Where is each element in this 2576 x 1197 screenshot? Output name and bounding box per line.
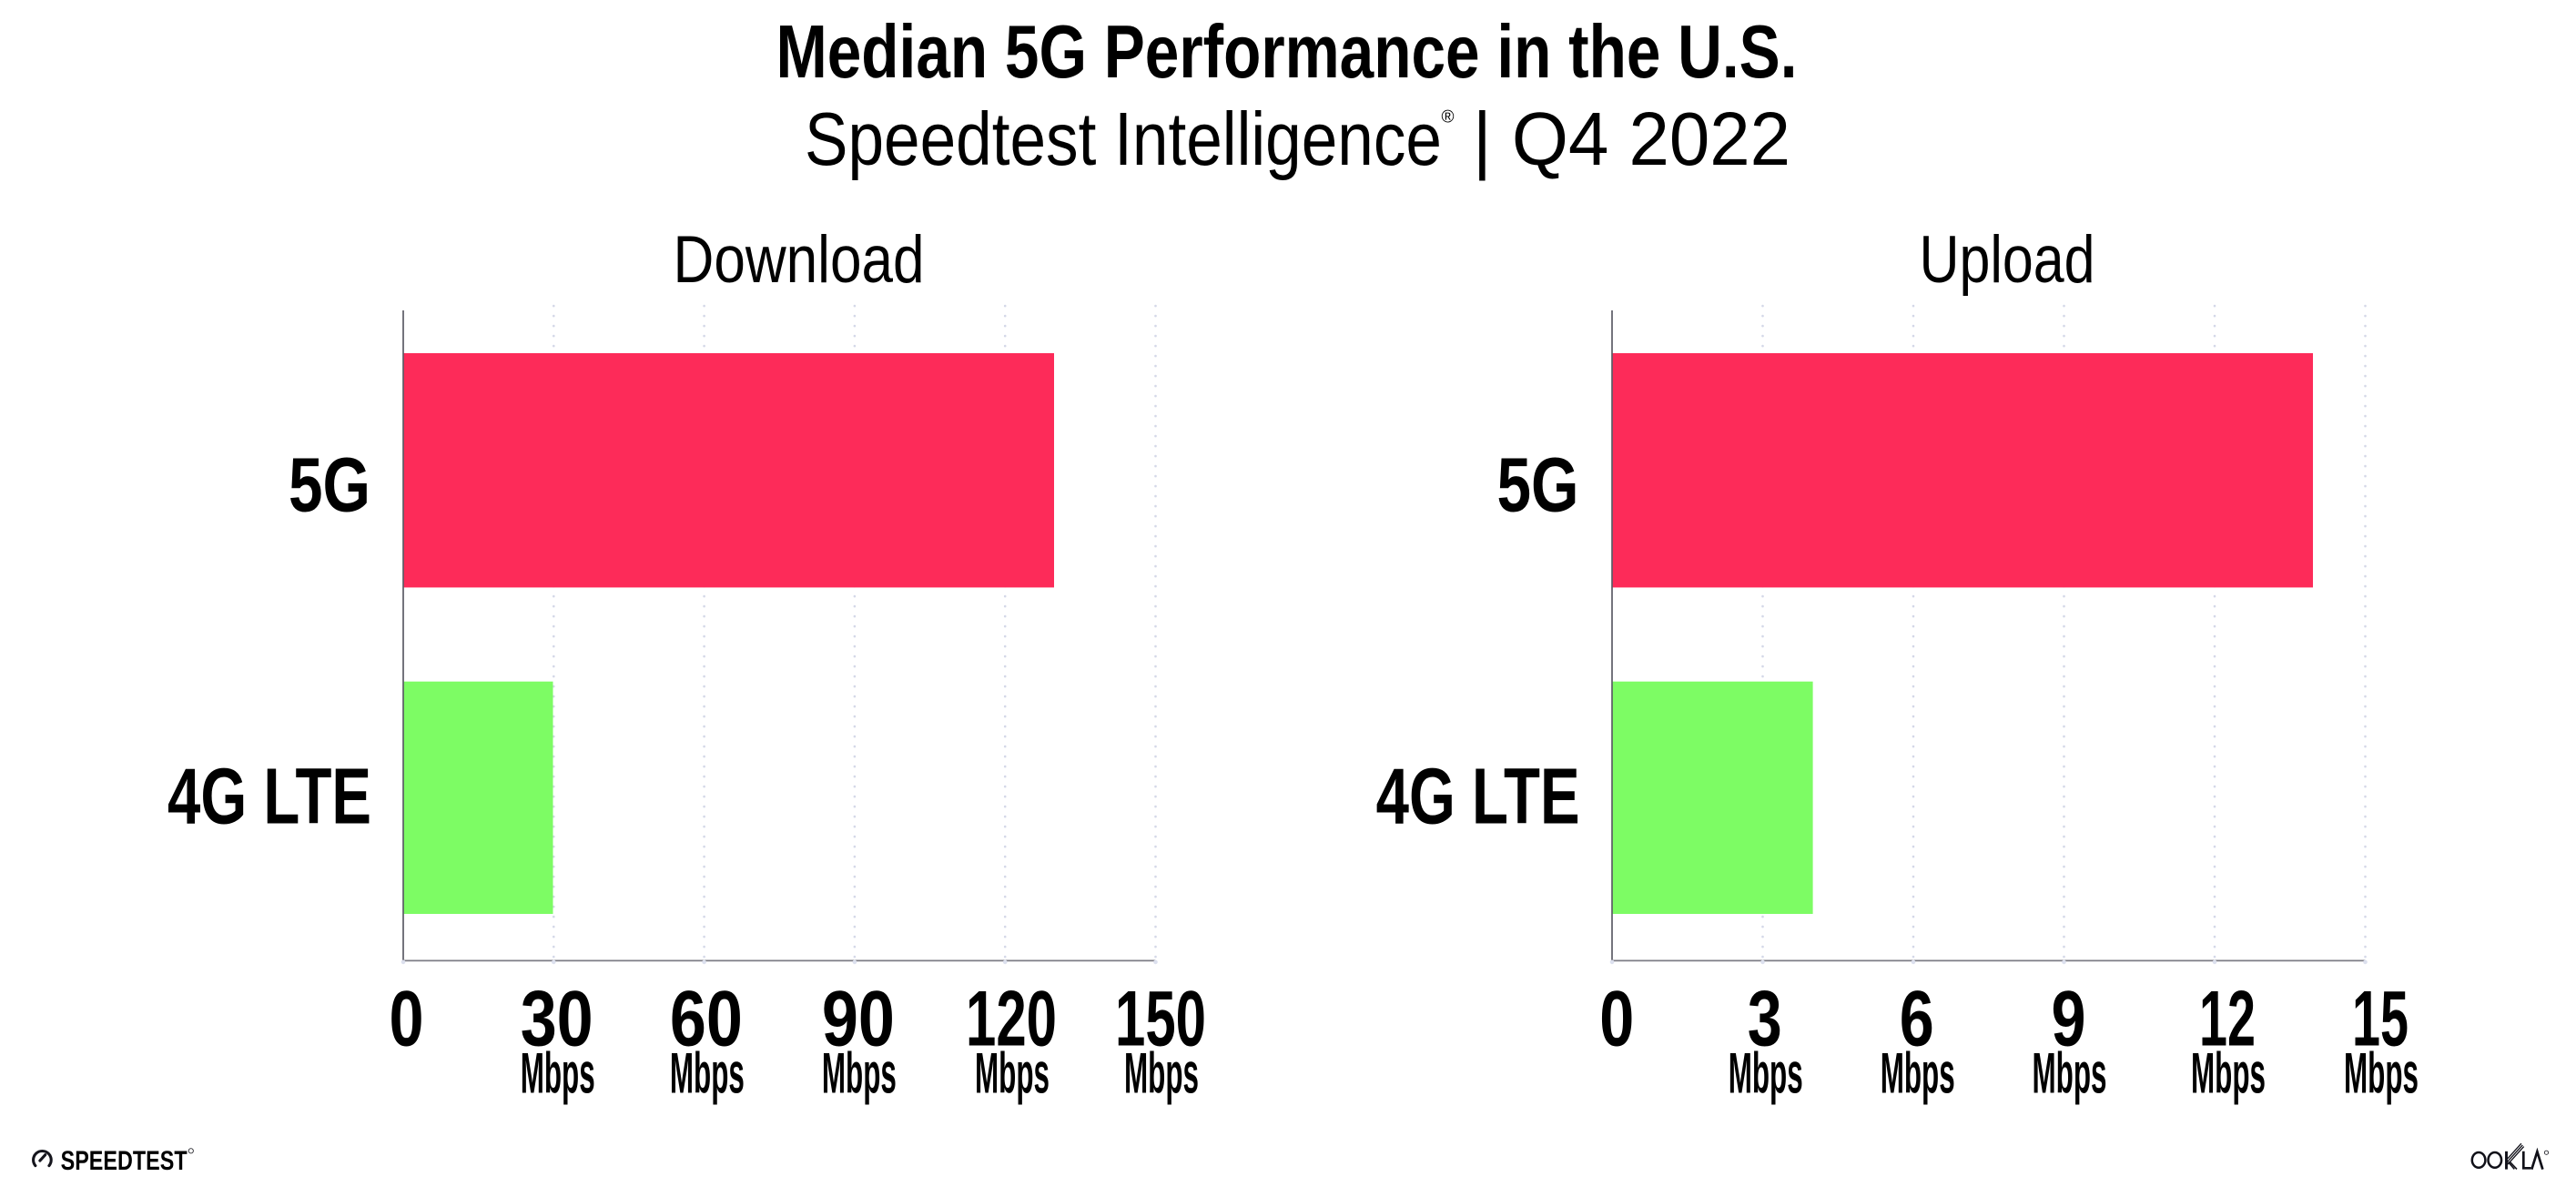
svg-text:Mbps: Mbps: [1881, 1042, 1955, 1106]
svg-text:Mbps: Mbps: [1124, 1042, 1199, 1106]
svg-text:6: 6: [1900, 976, 1934, 1063]
svg-text:Upload: Upload: [1920, 223, 2095, 297]
svg-text:0: 0: [1599, 976, 1634, 1063]
svg-text:120: 120: [966, 976, 1057, 1063]
svg-text:9: 9: [2052, 976, 2086, 1063]
svg-text:Mbps: Mbps: [670, 1042, 745, 1106]
svg-text:5G: 5G: [289, 442, 370, 528]
svg-text:15: 15: [2352, 976, 2409, 1063]
svg-text:60: 60: [670, 976, 743, 1063]
svg-text:4G LTE: 4G LTE: [1376, 753, 1580, 841]
svg-text:Mbps: Mbps: [521, 1042, 595, 1106]
svg-text:90: 90: [822, 976, 895, 1063]
svg-text:Mbps: Mbps: [2191, 1042, 2266, 1106]
svg-text:Mbps: Mbps: [2033, 1042, 2107, 1106]
svg-text:150: 150: [1115, 976, 1206, 1063]
svg-text:Mbps: Mbps: [822, 1042, 897, 1106]
svg-text:Mbps: Mbps: [1729, 1042, 1803, 1106]
svg-text:30: 30: [521, 976, 593, 1063]
svg-text:Mbps: Mbps: [975, 1042, 1050, 1106]
svg-text:®: ®: [1442, 108, 1455, 127]
svg-text:Download: Download: [674, 223, 925, 297]
svg-text:Median 5G Performance in the U: Median 5G Performance in the U.S.: [776, 9, 1798, 94]
svg-text:5G: 5G: [1497, 442, 1579, 528]
svg-text:Mbps: Mbps: [2344, 1042, 2419, 1106]
svg-text:SPEEDTEST: SPEEDTEST: [61, 1146, 188, 1176]
svg-text:Speedtest Intelligence: Speedtest Intelligence: [805, 96, 1442, 181]
svg-text:12: 12: [2199, 976, 2256, 1063]
svg-text:3: 3: [1748, 976, 1782, 1063]
svg-text:4G LTE: 4G LTE: [167, 753, 371, 841]
svg-text:0: 0: [390, 976, 424, 1063]
svg-text:| Q4 2022: | Q4 2022: [1473, 96, 1790, 181]
